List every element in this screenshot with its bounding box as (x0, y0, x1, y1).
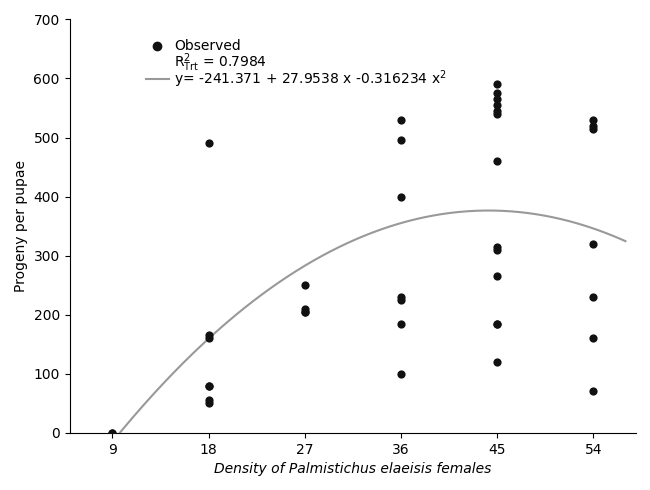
Point (588, 388, 599, 395)
Point (492, 319, 502, 327)
Y-axis label: Progeny per pupae: Progeny per pupae (14, 160, 28, 292)
Point (107, 429, 118, 437)
Point (300, 281, 310, 289)
Text: y= -241.371 + 27.9538 x -0.316234 x$^2$: y= -241.371 + 27.9538 x -0.316234 x$^2$ (174, 69, 447, 90)
Point (588, 116, 599, 123)
Point (396, 370, 406, 378)
Point (492, 272, 502, 280)
Point (396, 296, 406, 304)
Point (492, 101, 502, 109)
Point (396, 137, 406, 145)
Point (203, 382, 214, 390)
Point (107, 429, 118, 437)
Point (492, 110, 502, 118)
Point (588, 293, 599, 301)
Point (203, 396, 214, 404)
Point (492, 157, 502, 165)
Point (492, 107, 502, 115)
Text: R$^2_{\mathregular{Trt}}$ = 0.7984: R$^2_{\mathregular{Trt}}$ = 0.7984 (174, 51, 267, 74)
Point (492, 80, 502, 88)
Point (396, 319, 406, 327)
Point (203, 140, 214, 147)
Point (396, 293, 406, 301)
Point (492, 95, 502, 103)
Point (588, 240, 599, 248)
Point (588, 122, 599, 130)
Point (492, 89, 502, 97)
Point (203, 399, 214, 407)
Point (588, 125, 599, 133)
Point (203, 331, 214, 339)
Point (300, 305, 310, 313)
Point (203, 382, 214, 390)
Point (396, 193, 406, 200)
Point (492, 246, 502, 254)
X-axis label: Density of Palmistichus elaeisis females: Density of Palmistichus elaeisis females (214, 462, 491, 476)
Text: Observed: Observed (174, 39, 241, 53)
Point (203, 334, 214, 342)
Point (300, 308, 310, 316)
Point (492, 243, 502, 251)
Point (588, 334, 599, 342)
Point (492, 319, 502, 327)
Point (396, 116, 406, 123)
Point (492, 358, 502, 366)
Point (300, 308, 310, 316)
